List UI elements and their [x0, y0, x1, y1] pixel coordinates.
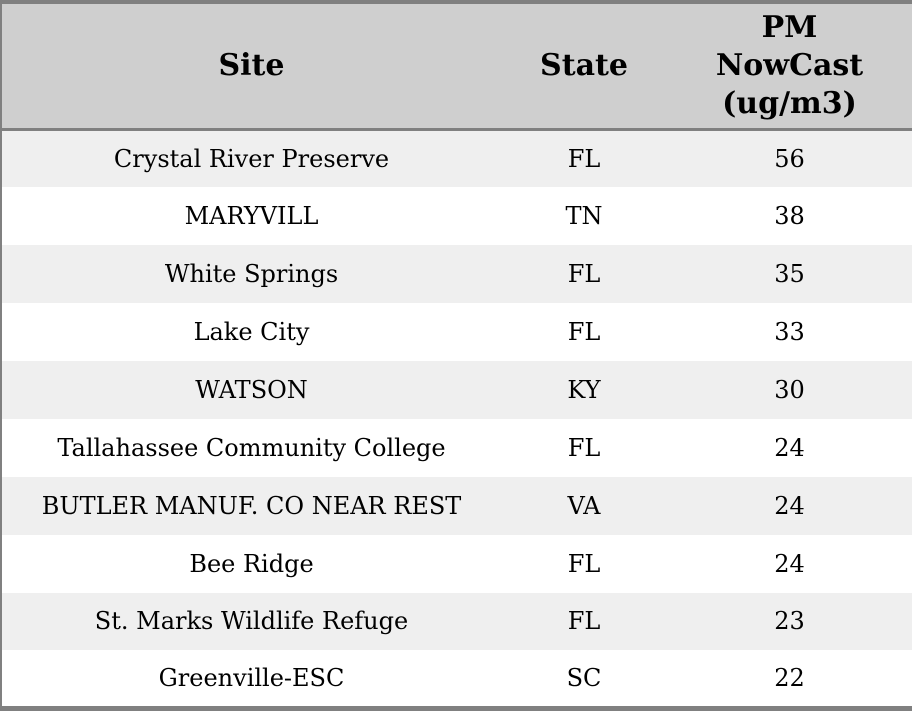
state-cell: VA [567, 491, 601, 520]
state-cell: FL [567, 317, 601, 346]
site-cell: WATSON [195, 375, 308, 404]
site-cell: MARYVILL [184, 201, 319, 230]
column-header-site: Site [1, 2, 501, 131]
pm-nowcast-cell: 24 [774, 549, 805, 578]
state-cell: SC [566, 664, 602, 693]
table-row: Tallahassee Community College FL 24 [1, 418, 912, 477]
table-header: Site State PM NowCast (ug/m3) [1, 2, 912, 131]
state-cell: FL [567, 549, 601, 578]
site-cell: Bee Ridge [189, 549, 314, 578]
state-cell: FL [567, 433, 601, 462]
table-row: St. Marks Wildlife Refuge FL 23 [1, 592, 912, 651]
table-row: Greenville-ESC SC 22 [1, 650, 912, 709]
table-row: Bee Ridge FL 24 [1, 534, 912, 593]
site-cell: Crystal River Preserve [113, 144, 390, 173]
table-row: BUTLER MANUF. CO NEAR REST VA 24 [1, 476, 912, 535]
table-row: Crystal River Preserve FL 56 [1, 129, 912, 187]
pm-nowcast-cell: 24 [774, 433, 805, 462]
pm-nowcast-cell: 23 [774, 607, 805, 636]
state-cell: TN [565, 201, 603, 230]
table-row: MARYVILL TN 38 [1, 186, 912, 245]
table-row: White Springs FL 35 [1, 244, 912, 303]
pm-nowcast-cell: 30 [774, 375, 805, 404]
pm-nowcast-cell: 56 [774, 144, 805, 173]
state-cell: FL [567, 259, 601, 288]
column-header-pm-nowcast-label: PM NowCast (ug/m3) [715, 9, 864, 121]
site-cell: St. Marks Wildlife Refuge [94, 607, 409, 636]
pm-nowcast-cell: 33 [774, 317, 805, 346]
pm-nowcast-cell: 38 [774, 201, 805, 230]
site-cell: Greenville-ESC [158, 664, 345, 693]
table-row: WATSON KY 30 [1, 360, 912, 419]
pm-nowcast-cell: 35 [774, 259, 805, 288]
site-cell: Lake City [193, 317, 310, 346]
site-cell: White Springs [164, 259, 339, 288]
header-row: Site State PM NowCast (ug/m3) [1, 2, 912, 131]
pm-nowcast-cell: 24 [774, 491, 805, 520]
column-header-pm-nowcast: PM NowCast (ug/m3) [667, 2, 912, 131]
column-header-state: State [501, 2, 667, 131]
site-cell: BUTLER MANUF. CO NEAR REST [41, 491, 462, 520]
state-cell: KY [567, 375, 601, 404]
table-body: Crystal River Preserve FL 56 MARYVILL TN 38 Wh… [1, 129, 912, 709]
table-row: Lake City FL 33 [1, 302, 912, 361]
site-cell: Tallahassee Community College [57, 433, 446, 462]
pm-nowcast-cell: 22 [774, 664, 805, 693]
state-cell: FL [567, 144, 601, 173]
state-cell: FL [567, 607, 601, 636]
